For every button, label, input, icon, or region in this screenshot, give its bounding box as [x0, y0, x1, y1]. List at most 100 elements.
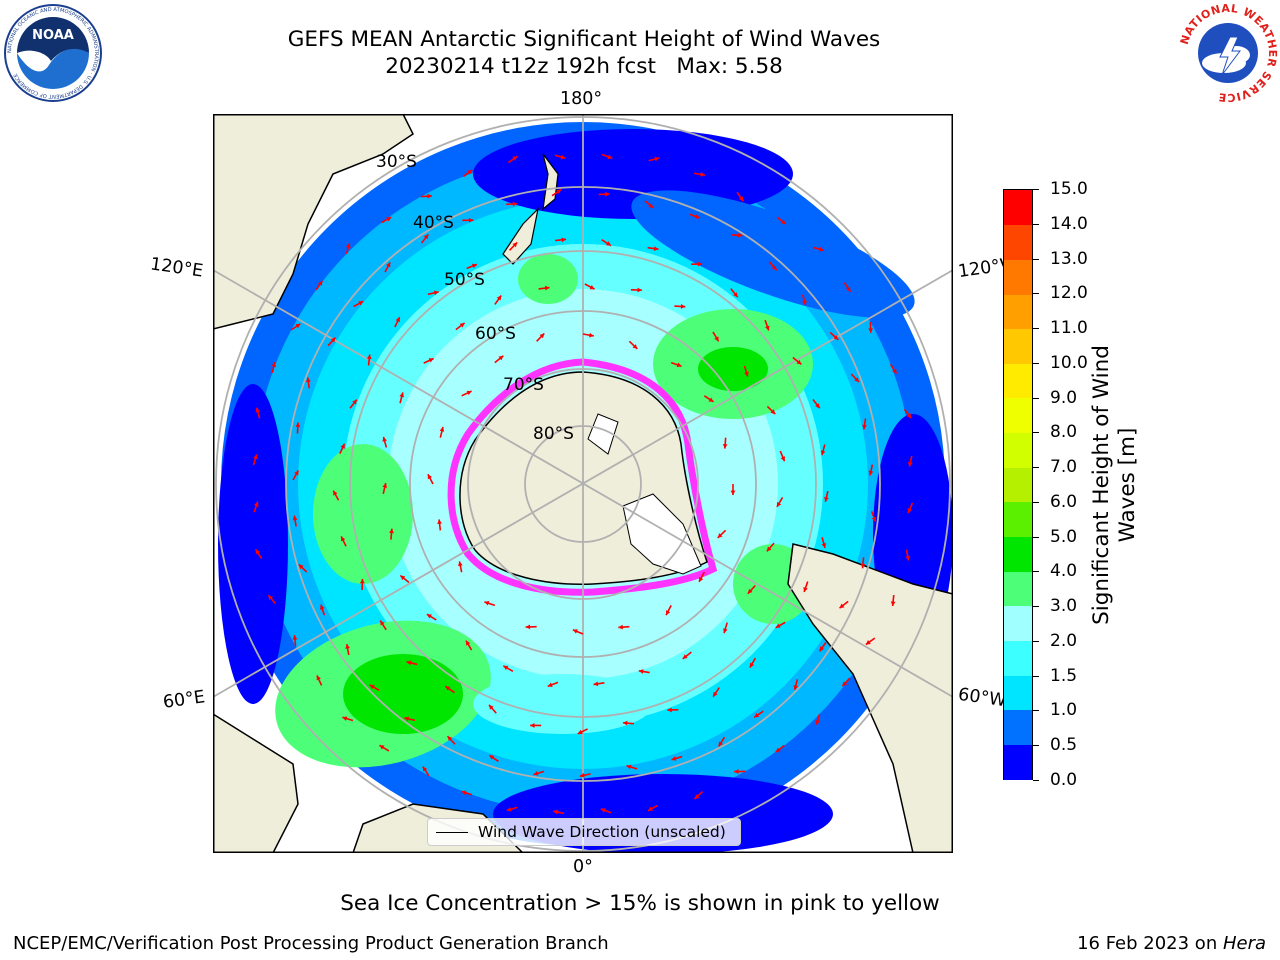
wind-arrow-head: [648, 203, 654, 208]
wind-arrow-head: [618, 624, 623, 630]
wind-arrow-head: [382, 483, 388, 488]
wind-arrow-head: [404, 716, 410, 722]
wind-arrow-head: [723, 628, 728, 634]
wind-arrow-head: [471, 263, 477, 269]
wind-arrow-head: [457, 561, 463, 567]
wind-arrow-head: [905, 555, 911, 561]
colorbar-segment: [1004, 190, 1032, 226]
colorbar-title-line1: Significant Height of Wind: [1089, 345, 1114, 625]
lon-label-180: 180°: [560, 89, 603, 109]
wind-arrow-head: [780, 456, 786, 462]
colorbar-segment: [1004, 224, 1032, 260]
wind-arrow-head: [465, 640, 471, 646]
wind-arrow-head: [665, 610, 671, 616]
map-title: GEFS MEAN Antarctic Significant Height o…: [287, 27, 881, 52]
colorbar-segment: [1004, 640, 1032, 676]
footer-date-text: 16 Feb 2023 on: [1077, 933, 1223, 954]
wind-arrow-head: [547, 682, 553, 688]
wind-arrow-head: [775, 747, 781, 753]
wind-arrow-head: [294, 470, 299, 476]
wind-arrow-head: [667, 707, 672, 713]
wind-arrow-head: [345, 644, 350, 649]
wind-arrow-head: [818, 246, 824, 252]
wind-arrow-head: [589, 332, 594, 338]
wind-arrow-head: [734, 769, 739, 774]
wind-arrow-head: [427, 193, 432, 199]
wind-arrow-head: [386, 217, 392, 222]
wind-arrow-head: [489, 755, 495, 760]
wind-arrow-head: [676, 362, 682, 368]
wind-arrow-head: [333, 490, 338, 496]
wind-arrow-head: [271, 362, 277, 368]
colorbar-tick-label: 13.0: [1050, 248, 1088, 269]
colorbar-tick-label: 10.0: [1050, 352, 1088, 373]
colorbar-segment: [1004, 709, 1032, 745]
wind-arrow-head: [295, 323, 301, 329]
wind-arrow-head: [605, 241, 611, 246]
wind-arrow-head: [352, 399, 357, 405]
legend-line-sample: [436, 832, 468, 833]
wind-arrow-head: [766, 546, 772, 552]
wind-direction-arrows: [252, 153, 914, 815]
colorbar-tick-label: 14.0: [1050, 213, 1088, 234]
wind-arrow-head: [824, 496, 829, 502]
footer-date: 16 Feb 2023 on Hera: [1077, 933, 1266, 954]
wind-arrow-head: [907, 508, 913, 514]
wind-arrow-head: [622, 720, 628, 726]
wind-arrow-head: [423, 234, 429, 240]
colorbar-tick-label: 15.0: [1050, 179, 1088, 199]
wind-arrow-head: [796, 359, 802, 365]
wind-arrow-head: [445, 686, 451, 691]
colorbar: [1003, 189, 1033, 780]
wind-arrow-head: [577, 729, 583, 735]
wind-arrow-head: [733, 292, 738, 298]
polar-map-canvas: [213, 114, 953, 853]
colorbar-segment: [1004, 536, 1032, 572]
wind-arrow-head: [744, 371, 749, 377]
colorbar-tick-mark: [1033, 328, 1039, 330]
wind-arrow-head: [385, 262, 391, 268]
wind-arrow-head: [699, 576, 704, 582]
wind-arrow-head: [340, 536, 346, 542]
colorbar-tick-mark: [1033, 432, 1039, 434]
wind-arrow-head: [695, 214, 700, 219]
wind-arrow-head: [860, 563, 866, 569]
wind-arrow-head: [605, 191, 610, 197]
wind-arrow-head: [484, 601, 490, 606]
wind-arrow-head: [428, 358, 434, 363]
wind-arrow-head: [653, 246, 659, 251]
colorbar-tick-label: 2.0: [1050, 630, 1078, 651]
wind-arrow-head: [305, 377, 311, 383]
wind-arrow-head: [697, 261, 703, 267]
wind-arrow-head: [647, 806, 653, 811]
wind-arrow-head: [255, 549, 261, 555]
colorbar-tick-label: 8.0: [1050, 422, 1078, 443]
lat-label-50s: 50°S: [444, 270, 485, 290]
wind-arrow-head: [268, 595, 274, 601]
colorbar-segment: [1004, 259, 1032, 295]
wind-arrow-head: [846, 286, 851, 292]
wind-arrow-head: [366, 354, 372, 360]
wind-arrow-head: [820, 450, 826, 456]
colorbar-tick-label: 4.0: [1050, 561, 1078, 582]
wind-arrow-head: [525, 624, 531, 630]
colorbar-tick-mark: [1033, 397, 1039, 399]
wind-arrow-head: [593, 681, 599, 687]
colorbar-segment: [1004, 605, 1032, 641]
colorbar-segment: [1004, 571, 1032, 607]
colorbar-tick-label: 1.0: [1050, 700, 1078, 721]
wind-arrow-head: [422, 766, 428, 772]
wind-arrow-head: [467, 169, 473, 175]
colorbar-tick-mark: [1033, 536, 1039, 538]
wind-arrow-head: [498, 355, 504, 361]
colorbar-tick-label: 7.0: [1050, 457, 1078, 478]
map-legend: Wind Wave Direction (unscaled): [427, 818, 741, 846]
lat-label-40s: 40°S: [413, 213, 454, 233]
wind-arrow-head: [342, 716, 348, 721]
wind-arrow-head: [776, 501, 782, 507]
colorbar-segment: [1004, 363, 1032, 399]
colorbar-tick-mark: [1033, 293, 1039, 295]
wind-arrow-head: [439, 426, 445, 432]
wind-arrow-head: [607, 154, 613, 160]
colorbar-tick-mark: [1033, 258, 1039, 260]
